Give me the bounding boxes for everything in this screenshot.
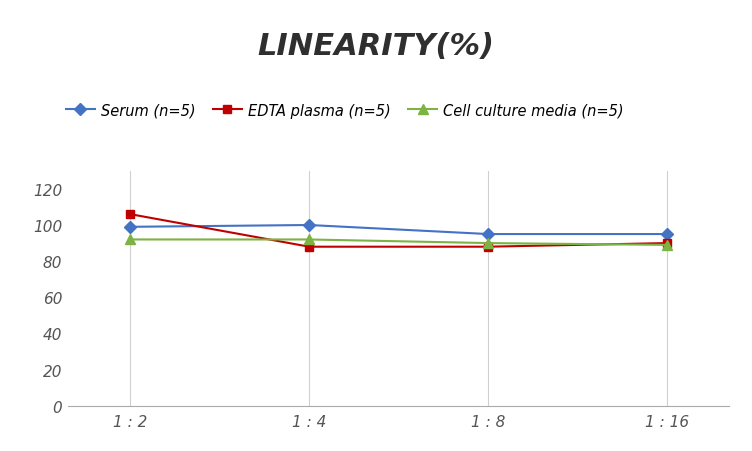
Text: LINEARITY(%): LINEARITY(%) bbox=[257, 32, 495, 60]
Legend: Serum (n=5), EDTA plasma (n=5), Cell culture media (n=5): Serum (n=5), EDTA plasma (n=5), Cell cul… bbox=[60, 97, 629, 124]
